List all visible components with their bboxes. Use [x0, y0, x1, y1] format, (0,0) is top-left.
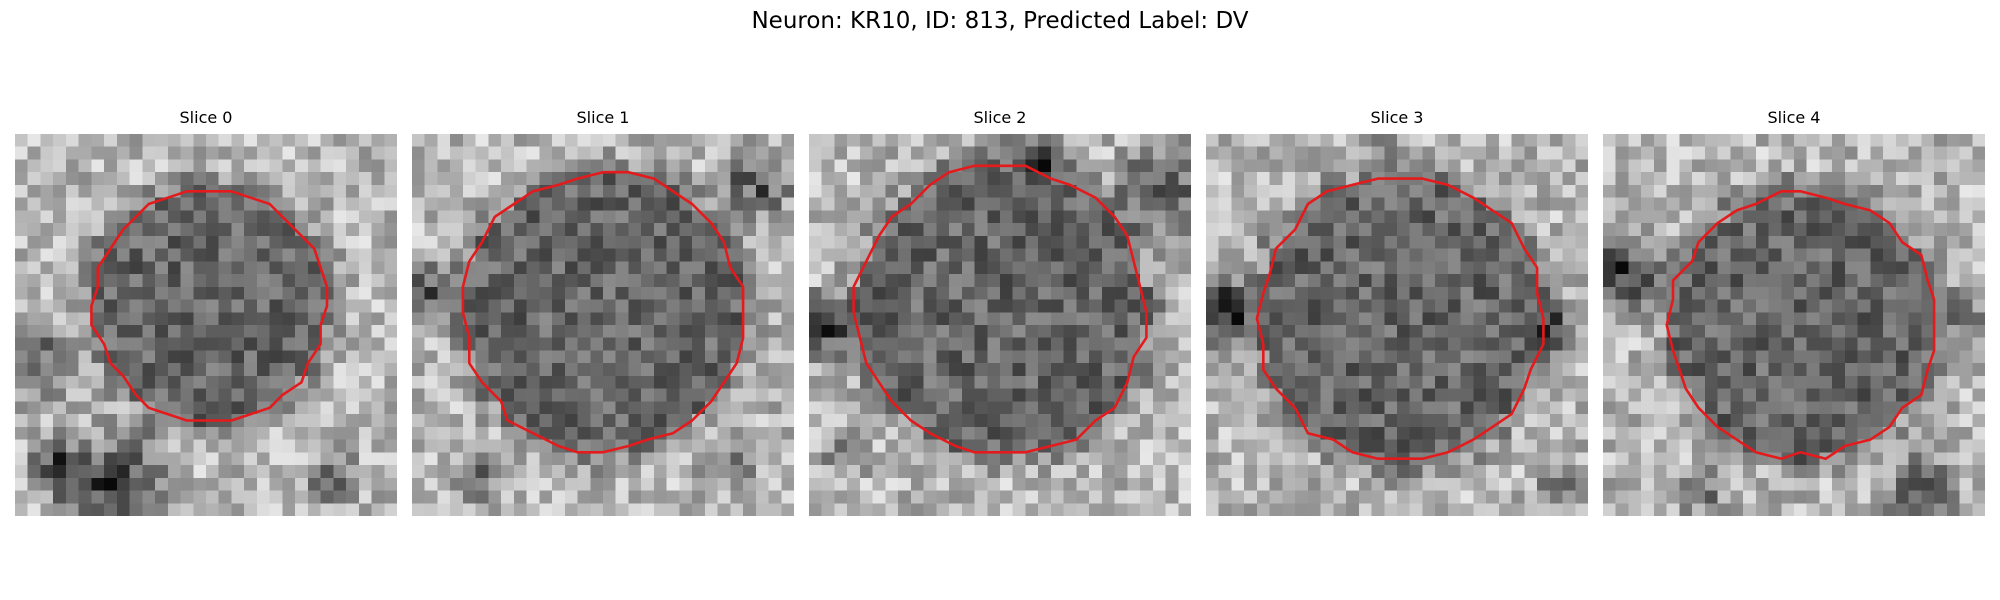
- cell-outline-path-1: [461, 170, 745, 454]
- slice-title-1: Slice 1: [576, 108, 630, 127]
- cell-outline-path-2: [852, 164, 1148, 454]
- slice-image-1: [412, 134, 794, 516]
- figure-title: Neuron: KR10, ID: 813, Predicted Label: …: [751, 8, 1249, 34]
- cell-outline-path-3: [1255, 177, 1545, 461]
- slice-title-4: Slice 4: [1767, 108, 1821, 127]
- slice-title-0: Slice 0: [179, 108, 233, 127]
- cell-outline-0: [90, 189, 329, 422]
- slice-image-3: [1206, 134, 1588, 516]
- slice-title-3: Slice 3: [1370, 108, 1424, 127]
- cell-outline-4: [1665, 189, 1936, 461]
- slice-pixels-0: [15, 134, 397, 516]
- slice-image-2: [809, 134, 1191, 516]
- cell-outline-path-4: [1665, 189, 1936, 461]
- slice-image-0: [15, 134, 397, 516]
- slice-pixels-3: [1206, 134, 1588, 516]
- cell-outline-path-0: [90, 189, 329, 422]
- slice-image-4: [1603, 134, 1985, 516]
- slice-title-2: Slice 2: [973, 108, 1027, 127]
- cell-outline-3: [1255, 177, 1545, 461]
- cell-outline-1: [461, 170, 745, 454]
- cell-outline-2: [852, 164, 1148, 454]
